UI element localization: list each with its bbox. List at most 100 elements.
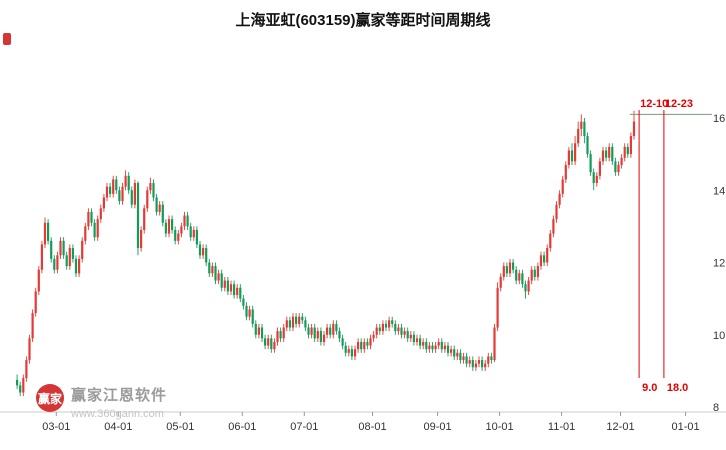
y-axis-label: 12 (713, 258, 725, 270)
candle-body (592, 172, 595, 184)
y-axis-label: 16 (713, 113, 725, 125)
cycle-date-label: 12-23 (665, 98, 693, 110)
candle-body (419, 338, 422, 346)
y-axis-label: 10 (713, 330, 725, 342)
candle-body (93, 222, 96, 238)
x-axis-label: 07-01 (290, 421, 318, 433)
candle-body (363, 341, 366, 350)
candle-body (291, 316, 295, 328)
candle-body (242, 298, 245, 306)
candle-body (474, 363, 477, 368)
cycle-number-label: 9.0 (642, 382, 657, 394)
candle-body (164, 222, 167, 234)
candle-body (112, 179, 115, 194)
candle-body (465, 356, 468, 364)
candle-body (493, 327, 496, 361)
candle-body (450, 349, 453, 353)
candle-body (437, 341, 440, 346)
candle-body (171, 219, 174, 230)
x-axis-label: 05-01 (166, 421, 194, 433)
candle-body (446, 345, 450, 353)
candle-body (632, 121, 636, 137)
candle-body (239, 287, 242, 299)
candle-body (477, 360, 481, 364)
candle-body (521, 273, 524, 285)
candle-body (391, 320, 394, 324)
candle-body (481, 360, 484, 368)
candle-body (124, 175, 127, 187)
y-axis-label: 8 (713, 402, 719, 414)
candle-body (422, 341, 425, 346)
candle-body (629, 136, 632, 155)
candle-body (344, 345, 347, 353)
candle-body (453, 349, 456, 357)
candle-body (109, 186, 112, 194)
candle-body (372, 334, 375, 339)
candle-body (53, 258, 56, 270)
candle-body (499, 276, 502, 288)
candle-body (102, 197, 105, 209)
candle-body (183, 215, 186, 227)
candle-body (115, 179, 118, 191)
candle-body (140, 229, 143, 249)
candle-body (96, 219, 99, 238)
candle-body (440, 341, 443, 350)
candle-body (347, 349, 350, 353)
candle-body (220, 273, 223, 288)
candle-body (456, 352, 459, 357)
candle-body (313, 327, 316, 339)
candle-body (143, 208, 146, 230)
candle-body (487, 356, 490, 364)
candle-body (443, 345, 446, 350)
candle-body (434, 345, 437, 350)
candle-body (350, 349, 353, 357)
candle-body (369, 338, 372, 346)
y-axis-label: 14 (713, 185, 725, 197)
candle-body (428, 345, 431, 350)
candle-body (326, 327, 329, 335)
x-axis-label: 03-01 (42, 421, 70, 433)
candle-body (341, 338, 344, 346)
candle-body (257, 327, 260, 335)
candle-body (161, 204, 164, 223)
chart-title: 上海亚虹(603159)赢家等距时间周期线 (235, 12, 491, 29)
candle-body (406, 331, 409, 339)
candle-body (425, 341, 428, 350)
candle-body (366, 341, 369, 346)
candle-body (47, 222, 50, 241)
candle-body (608, 146, 611, 158)
x-axis-label: 04-01 (104, 421, 132, 433)
candle-body (226, 280, 229, 292)
candle-body (360, 341, 363, 350)
candle-body (394, 323, 397, 332)
candle-body (118, 190, 121, 202)
candle-body (295, 316, 298, 324)
candle-body (322, 334, 326, 342)
candle-body (567, 150, 570, 165)
candle-body (484, 363, 487, 368)
candle-body (279, 331, 282, 339)
candle-body (605, 150, 608, 158)
candle-body (202, 248, 205, 256)
watermark: 赢家 赢家江恩软件 www.360gann.com (36, 384, 167, 420)
watermark-brand: 赢家江恩软件 (71, 387, 168, 404)
candle-body (496, 287, 499, 328)
candle-body (81, 240, 84, 259)
candle-body (208, 262, 211, 274)
candle-body (415, 338, 419, 342)
candle-body (561, 179, 564, 194)
candle-body (251, 309, 254, 324)
candle-body (552, 219, 555, 234)
candle-body (586, 136, 589, 155)
candle-body (589, 154, 592, 173)
candle-body (555, 204, 558, 220)
candle-body (198, 244, 202, 256)
candle-body (577, 128, 580, 144)
candle-body (397, 327, 400, 332)
candle-body (34, 291, 37, 314)
candle-body (68, 248, 71, 267)
candle-body (601, 150, 605, 162)
candle-body (254, 323, 257, 335)
